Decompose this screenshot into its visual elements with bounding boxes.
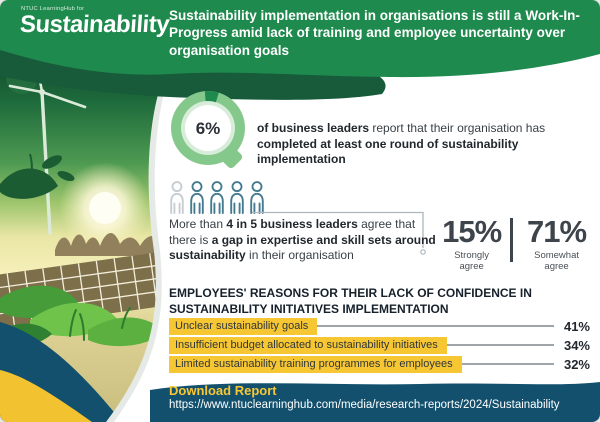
agree-stats: 15% Strongly agree 71% Somewhat agree [433, 216, 600, 272]
reason-row: Limited sustainability training programm… [169, 355, 590, 373]
foliage-silhouette [0, 153, 75, 199]
download-report-link[interactable]: Download Report [169, 383, 277, 398]
donut-segment-6pct [204, 90, 219, 103]
footer-band [150, 382, 600, 422]
caption-text: report that their organisation has [369, 121, 546, 135]
leader-line [446, 344, 554, 346]
stat-divider [510, 218, 514, 262]
leader-line [317, 325, 554, 327]
leaves [0, 285, 164, 347]
reasons-heading: EMPLOYEES' REASONS FOR THEIR LACK OF CON… [169, 286, 532, 316]
stat-value: 15% [442, 214, 502, 249]
gap-text: agree that there is [169, 217, 416, 247]
stat-strongly-agree: 15% Strongly agree [433, 216, 510, 272]
donut-chart: 6% [171, 90, 245, 169]
donut-caption: of business leaders report that their or… [257, 121, 597, 168]
brand-logo: Sustainability [19, 11, 171, 38]
donut-hole [185, 105, 231, 151]
gap-statement: More than 4 in 5 business leaders agree … [169, 217, 443, 264]
yellow-wave [0, 370, 92, 422]
stat-label: Strongly agree [454, 250, 490, 272]
people-pictograph [169, 181, 265, 214]
page-title: Sustainability implementation in organis… [169, 8, 580, 58]
caption-bold: of business leaders [257, 121, 370, 135]
reason-row: Insufficient budget allocated to sustain… [169, 336, 590, 354]
gap-text: in their organisation [245, 248, 354, 262]
reason-label: Insufficient budget allocated to sustain… [169, 336, 447, 354]
sustainability-illustration [0, 36, 182, 422]
stat-somewhat-agree: 71% Somewhat agree [513, 216, 600, 272]
donut-value: 6% [196, 119, 221, 138]
page-curl [114, 44, 182, 422]
reason-label: Limited sustainability training programm… [169, 355, 462, 373]
person-icon [170, 181, 184, 214]
sun-icon [89, 192, 121, 224]
stat-label: Somewhat agree [534, 250, 579, 272]
header-green-band [0, 0, 600, 78]
stat-value: 71% [527, 214, 587, 249]
gap-text: More than [169, 217, 227, 231]
shrub-silhouette [55, 232, 166, 256]
reason-row: Unclear sustainability goals 41% [169, 317, 590, 335]
reasons-bar-list: Unclear sustainability goals 41% Insuffi… [169, 317, 590, 375]
gap-bold: a gap in expertise and skill sets around… [169, 232, 436, 263]
reason-value: 32% [563, 356, 590, 372]
reason-label: Unclear sustainability goals [169, 317, 318, 335]
reason-value: 34% [563, 337, 590, 353]
person-icon [230, 181, 244, 214]
donut-tail [219, 145, 243, 169]
gap-bold: 4 in 5 business leaders [226, 217, 358, 231]
logo-small-text: NTUC LearningHub for [21, 6, 85, 12]
reason-value: 41% [563, 318, 590, 334]
caption-bold: completed at least one round of sustaina… [257, 136, 519, 167]
leader-line [461, 363, 554, 365]
person-icon [250, 181, 264, 214]
person-icon [190, 181, 204, 214]
header-banner [0, 0, 600, 100]
person-icon [210, 181, 224, 214]
report-url-link[interactable]: https://www.ntuclearninghub.com/media/re… [169, 399, 560, 411]
